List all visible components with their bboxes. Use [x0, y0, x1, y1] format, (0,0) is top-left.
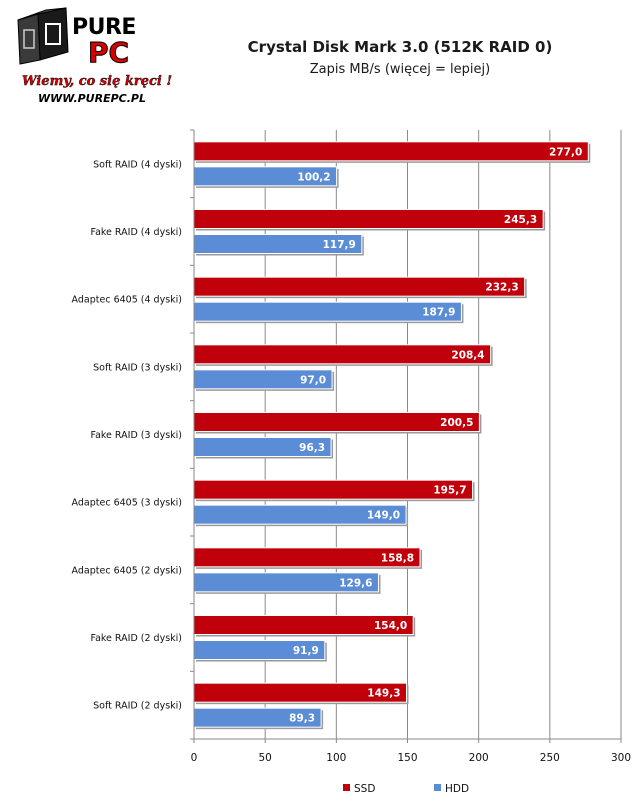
- x-tick-label: 150: [397, 752, 417, 764]
- data-label: 208,4: [451, 349, 484, 361]
- logo-box-icon: [17, 7, 69, 65]
- data-label: 200,5: [440, 417, 473, 429]
- logo-brand-bottom: PC: [88, 36, 129, 69]
- bar-ssd-0: [193, 141, 589, 162]
- logo-slogan: Wiemy, co się kręci !: [22, 74, 172, 89]
- legend-swatch-hdd: [434, 784, 441, 791]
- data-label: 195,7: [433, 485, 466, 497]
- x-tick-label: 200: [469, 752, 489, 764]
- chart-subtitle: Zapis MB/s (więcej = lepiej): [309, 62, 491, 77]
- bar-ssd-2: [193, 276, 526, 297]
- bars: 277,0 100,2 245,3 117,9 232,3 187,9 208,4 97,0 2…: [193, 141, 591, 730]
- bar-ssd-5: [193, 479, 474, 500]
- category-labels: Soft RAID (4 dyski) Fake RAID (4 dyski) Ad…: [72, 159, 182, 711]
- category-label: Adaptec 6405 (2 dyski): [72, 565, 182, 576]
- category-label: Fake RAID (3 dyski): [90, 430, 182, 441]
- data-label: 187,9: [422, 307, 455, 319]
- logo-brand-top: PURE: [72, 15, 136, 40]
- data-label: 91,9: [293, 645, 319, 657]
- data-label: 97,0: [300, 374, 326, 386]
- bar-ssd-4: [193, 412, 480, 432]
- gridlines: [264, 130, 622, 739]
- chart-title: Crystal Disk Mark 3.0 (512K RAID 0): [247, 38, 553, 56]
- data-label: 245,3: [504, 214, 537, 226]
- x-tick-label: 250: [540, 752, 560, 764]
- category-label: Soft RAID (2 dyski): [93, 701, 182, 712]
- legend-label-ssd: SSD: [354, 783, 375, 795]
- data-label: 149,0: [367, 510, 400, 522]
- x-tick-label: 0: [191, 752, 198, 764]
- bar-ssd-1: [193, 209, 544, 229]
- x-tick-label: 100: [326, 752, 346, 764]
- legend: SSD HDD: [343, 783, 469, 795]
- data-label: 149,3: [367, 688, 400, 700]
- data-label: 158,8: [381, 552, 414, 564]
- data-label: 89,3: [289, 713, 315, 725]
- bar-ssd-3: [193, 344, 492, 365]
- category-label: Adaptec 6405 (4 dyski): [72, 295, 182, 306]
- category-label: Fake RAID (2 dyski): [90, 633, 182, 644]
- data-label: 117,9: [323, 239, 356, 251]
- purepc-logo: PURE PC Wiemy, co się kręci ! WWW.PUREPC…: [17, 7, 172, 105]
- data-label: 232,3: [485, 282, 518, 294]
- category-label: Fake RAID (4 dyski): [90, 227, 182, 238]
- legend-swatch-ssd: [343, 784, 350, 791]
- data-label: 154,0: [374, 620, 407, 632]
- data-label: 129,6: [339, 577, 372, 589]
- data-label: 96,3: [299, 442, 325, 454]
- category-label: Adaptec 6405 (3 dyski): [72, 498, 182, 509]
- legend-label-hdd: HDD: [445, 783, 469, 795]
- data-label: 100,2: [297, 171, 330, 183]
- x-tick-label: 50: [258, 752, 271, 764]
- x-tick-label: 300: [611, 752, 631, 764]
- axes: 0 50 100 150 200 250 300: [190, 129, 631, 764]
- category-label: Soft RAID (4 dyski): [93, 159, 182, 170]
- data-label: 277,0: [549, 146, 582, 158]
- logo-url: WWW.PUREPC.PL: [38, 92, 146, 105]
- category-label: Soft RAID (3 dyski): [93, 362, 182, 373]
